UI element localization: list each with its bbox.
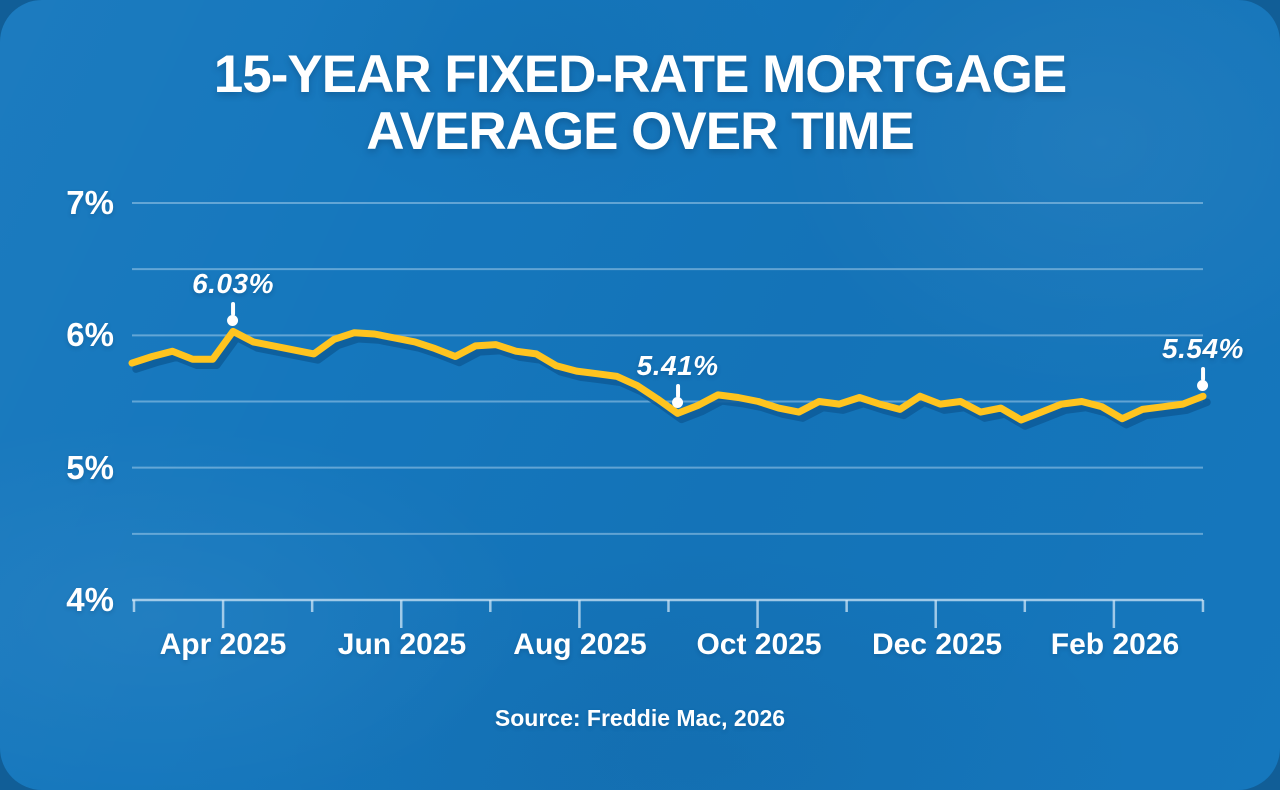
- source-note: Source: Freddie Mac, 2026: [494, 705, 786, 731]
- title-line-2: AVERAGE OVER TIME: [366, 102, 914, 161]
- x-axis-label-feb-2026: Feb 2026: [1050, 628, 1180, 661]
- annotation-peak-label: 6.03%: [192, 268, 274, 300]
- pin-stem-icon: [675, 384, 680, 399]
- annotation-latest-rate: 5.54%: [1162, 333, 1244, 392]
- x-axis-label-aug-2025: Aug 2025: [513, 628, 647, 661]
- y-axis-label-5pct: 5%: [66, 449, 114, 486]
- annotation-latest-label: 5.54%: [1162, 333, 1244, 365]
- x-axis-label-apr-2025: Apr 2025: [159, 628, 287, 661]
- chart-title: 15-YEAR FIXED-RATE MORTGAGE AVERAGE OVER…: [0, 46, 1280, 160]
- y-axis-label-6pct: 6%: [66, 316, 114, 353]
- pin-dot-icon: [1197, 380, 1209, 392]
- mortgage-rate-line: [128, 327, 1207, 424]
- title-line-1: 15-YEAR FIXED-RATE MORTGAGE: [213, 45, 1067, 104]
- pin-dot-icon: [672, 397, 684, 409]
- x-axis-label-dec-2025: Dec 2025: [871, 628, 1003, 661]
- annotation-peak-rate: 6.03%: [192, 268, 274, 327]
- y-axis-label-4pct: 4%: [66, 581, 114, 618]
- x-axis-label-oct-2025: Oct 2025: [696, 628, 822, 661]
- annotation-low-label: 5.41%: [636, 350, 719, 382]
- pin-stem-icon: [231, 302, 236, 317]
- x-axis-label-jun-2025: Jun 2025: [337, 628, 467, 661]
- x-axis: [132, 598, 1205, 628]
- gridlines: [132, 202, 1203, 535]
- y-axis-label-7pct: 7%: [66, 184, 114, 221]
- pin-dot-icon: [227, 315, 239, 327]
- pin-stem-icon: [1201, 367, 1205, 382]
- annotation-low-rate: 5.41%: [636, 350, 719, 409]
